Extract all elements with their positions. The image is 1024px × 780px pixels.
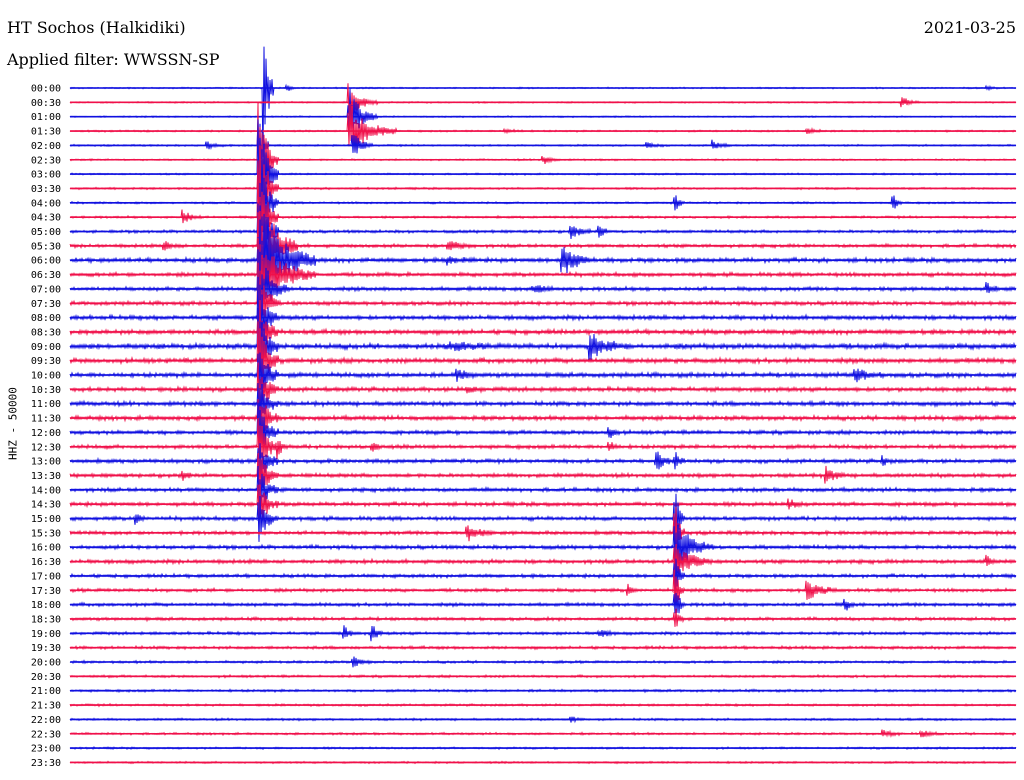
time-label-1500: 15:00 [31,514,61,525]
time-label-1130: 11:30 [31,414,61,425]
time-label-1530: 15:30 [31,528,61,539]
time-label-0700: 07:00 [31,284,61,295]
time-label-1330: 13:30 [31,471,61,482]
time-label-0230: 02:30 [31,155,61,166]
time-label-0430: 04:30 [31,213,61,224]
time-label-1930: 19:30 [31,643,61,654]
time-label-0830: 08:30 [31,327,61,338]
time-label-0730: 07:30 [31,299,61,310]
trace-row-0400 [69,163,1017,254]
trace-row-1530 [69,506,1017,564]
time-label-1830: 18:30 [31,614,61,625]
time-label-1300: 13:00 [31,457,61,468]
time-label-2330: 23:30 [31,758,61,769]
time-label-0000: 00:00 [31,84,61,95]
time-labels: 00:00 00:30 01:00 01:30 02:00 02:30 03:00 03:30… [31,84,61,769]
trace-row-1800 [69,592,1017,614]
time-label-1030: 10:30 [31,385,61,396]
time-label-2300: 23:00 [31,744,61,755]
record-date: 2021-03-25 [923,18,1016,37]
time-label-0900: 09:00 [31,342,61,353]
time-label-0330: 03:30 [31,184,61,195]
time-label-1400: 14:00 [31,485,61,496]
trace-row-1230 [69,418,1017,461]
time-label-0800: 08:00 [31,313,61,324]
trace-row-0900 [69,307,1017,388]
time-label-2100: 21:00 [31,686,61,697]
trace-row-0630 [69,238,1017,303]
time-label-1430: 14:30 [31,500,61,511]
time-label-1000: 10:00 [31,371,61,382]
time-label-0400: 04:00 [31,198,61,209]
trace-row-1030 [69,362,1017,415]
time-label-1630: 16:30 [31,557,61,568]
station-title: HT Sochos (Halkidiki) [7,18,186,37]
time-label-1600: 16:00 [31,543,61,554]
time-label-1200: 12:00 [31,428,61,439]
time-label-0130: 01:30 [31,127,61,138]
trace-row-0530 [69,208,1017,298]
time-label-1730: 17:30 [31,586,61,597]
time-label-0600: 06:00 [31,256,61,267]
time-label-2230: 22:30 [31,729,61,740]
time-label-2030: 20:30 [31,672,61,683]
time-label-1700: 17:00 [31,571,61,582]
time-label-1230: 12:30 [31,442,61,453]
filter-label: Applied filter: WWSSN-SP [7,50,220,69]
time-label-0300: 03:00 [31,170,61,181]
trace-row-1130 [69,399,1017,450]
time-label-2200: 22:00 [31,715,61,726]
time-label-2000: 20:00 [31,658,61,669]
time-label-0530: 05:30 [31,241,61,252]
time-label-2130: 21:30 [31,701,61,712]
time-label-0930: 09:30 [31,356,61,367]
seismic-traces [69,46,1017,765]
time-label-0630: 06:30 [31,270,61,281]
time-label-0030: 00:30 [31,98,61,109]
time-label-1900: 19:00 [31,629,61,640]
time-label-0200: 02:00 [31,141,61,152]
time-label-1800: 18:00 [31,600,61,611]
time-label-1100: 11:00 [31,399,61,410]
time-label-0500: 05:00 [31,227,61,238]
trace-row-1830 [69,608,1017,627]
time-label-0100: 01:00 [31,112,61,123]
